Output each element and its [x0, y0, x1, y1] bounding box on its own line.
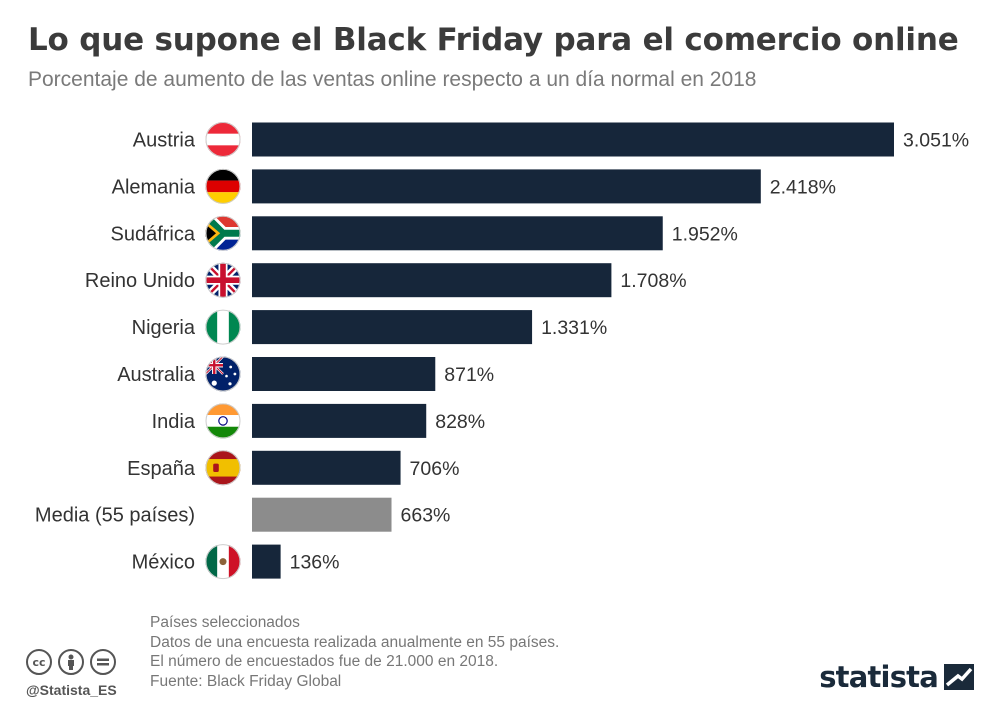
- category-label-mexico: México: [132, 552, 195, 574]
- license-icons: cc: [26, 649, 116, 675]
- value-label-india: 828%: [435, 411, 485, 433]
- value-label-austria: 3.051%: [903, 130, 969, 152]
- bar-row-reino-unido: 1.708% Reino Unido: [85, 262, 687, 298]
- value-label-sudafrica: 1.952%: [672, 223, 738, 245]
- twitter-handle[interactable]: @Statista_ES: [26, 682, 117, 698]
- flag-germany-icon: [205, 168, 241, 204]
- bar-row-nigeria: 1.331% Nigeria: [132, 309, 607, 345]
- category-label-india: India: [152, 411, 196, 433]
- footnote-survey: Datos de una encuesta realizada anualmen…: [150, 633, 560, 651]
- chart-title: Lo que supone el Black Friday para el co…: [28, 22, 959, 58]
- bar-row-espana: 706% España: [127, 450, 460, 486]
- footnotes: Países seleccionados Datos de una encues…: [150, 613, 559, 691]
- person-icon[interactable]: [58, 649, 84, 675]
- bar-row-mexico: 136% México: [132, 544, 340, 580]
- bar-australia[interactable]: [252, 357, 436, 391]
- bar-chart: 3.051% Austria 2.418% Alemania 1.952% Sudáfri…: [35, 122, 969, 580]
- bar-reino-unido[interactable]: [252, 263, 612, 298]
- flag-mexico-icon: [205, 544, 241, 580]
- bar-media-55-paises[interactable]: [252, 497, 392, 532]
- value-label-mexico: 136%: [290, 552, 340, 574]
- footnote-selected-countries: Países seleccionados: [150, 614, 300, 631]
- flag-australia-icon: [205, 356, 241, 392]
- cc-icon[interactable]: cc: [26, 649, 52, 675]
- bar-nigeria[interactable]: [252, 310, 533, 345]
- bar-mexico[interactable]: [252, 544, 281, 579]
- category-label-espana: España: [127, 458, 196, 480]
- flag-spain-icon: [205, 450, 241, 486]
- footnote-respondents: El número de encuestados fue de 21.000 e…: [150, 653, 499, 670]
- value-label-nigeria: 1.331%: [541, 317, 607, 339]
- category-label-austria: Austria: [133, 130, 196, 152]
- bar-india[interactable]: [252, 403, 427, 438]
- chart-subtitle: Porcentaje de aumento de las ventas onli…: [28, 68, 757, 91]
- flag-austria-icon: [205, 122, 241, 157]
- bar-row-india: 828% India: [152, 403, 485, 439]
- bar-sudafrica[interactable]: [252, 216, 663, 251]
- value-label-media-55-paises: 663%: [401, 505, 451, 527]
- statista-logo[interactable]: statista: [819, 660, 974, 694]
- value-label-espana: 706%: [410, 458, 460, 480]
- category-label-media-55-paises: Media (55 países): [35, 505, 195, 527]
- bar-espana[interactable]: [252, 450, 401, 485]
- value-label-reino-unido: 1.708%: [620, 270, 686, 292]
- flag-india-icon: [205, 403, 241, 439]
- bar-austria[interactable]: [252, 122, 894, 157]
- category-label-nigeria: Nigeria: [132, 317, 196, 339]
- bar-row-media-55-paises: 663% Media (55 países): [35, 497, 451, 532]
- category-label-australia: Australia: [117, 364, 196, 386]
- category-label-sudafrica: Sudáfrica: [111, 223, 196, 245]
- bar-row-austria: 3.051% Austria: [133, 122, 969, 157]
- statista-logo-icon: [944, 664, 974, 690]
- bar-row-australia: 871% Australia: [117, 356, 494, 392]
- category-label-reino-unido: Reino Unido: [85, 270, 195, 292]
- flag-nigeria-icon: [205, 309, 241, 345]
- statista-wordmark: statista: [819, 660, 939, 694]
- footnote-source: Fuente: Black Friday Global: [150, 672, 342, 690]
- value-label-australia: 871%: [444, 364, 494, 386]
- bar-row-sudafrica: 1.952% Sudáfrica: [111, 215, 738, 251]
- flag-united-kingdom-icon: [205, 262, 241, 298]
- category-label-alemania: Alemania: [112, 176, 196, 198]
- bar-row-alemania: 2.418% Alemania: [112, 168, 836, 204]
- value-label-alemania: 2.418%: [770, 176, 836, 198]
- equals-icon[interactable]: [90, 649, 116, 675]
- bar-alemania[interactable]: [252, 169, 761, 204]
- flag-south-africa-icon: [205, 215, 241, 251]
